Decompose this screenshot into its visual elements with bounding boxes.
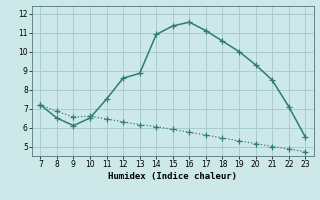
X-axis label: Humidex (Indice chaleur): Humidex (Indice chaleur): [108, 172, 237, 181]
